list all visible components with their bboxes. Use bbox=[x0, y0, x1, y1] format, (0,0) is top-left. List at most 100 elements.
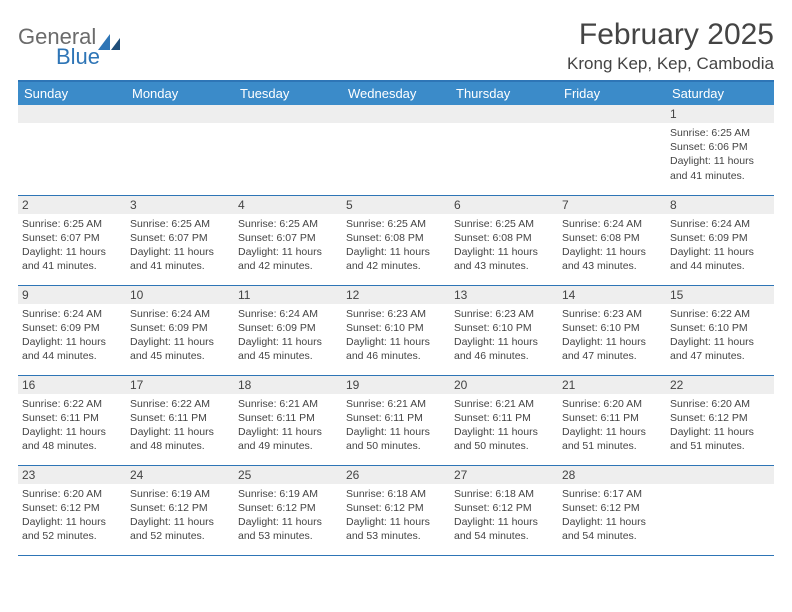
day-number: 10 bbox=[126, 286, 234, 304]
cell-body: Sunrise: 6:25 AMSunset: 6:08 PMDaylight:… bbox=[342, 214, 450, 278]
cell-body bbox=[126, 123, 234, 130]
calendar-cell bbox=[450, 105, 558, 195]
cell-body: Sunrise: 6:17 AMSunset: 6:12 PMDaylight:… bbox=[558, 484, 666, 548]
cell-line: Sunset: 6:06 PM bbox=[670, 140, 770, 154]
day-number: 16 bbox=[18, 376, 126, 394]
weekday-header: Saturday bbox=[666, 82, 774, 105]
cell-line: Sunset: 6:12 PM bbox=[130, 501, 230, 515]
page-title: February 2025 bbox=[567, 18, 774, 52]
cell-line: Daylight: 11 hours and 44 minutes. bbox=[670, 245, 770, 273]
cell-line: Daylight: 11 hours and 47 minutes. bbox=[670, 335, 770, 363]
cell-line: Sunset: 6:11 PM bbox=[130, 411, 230, 425]
cell-body: Sunrise: 6:23 AMSunset: 6:10 PMDaylight:… bbox=[558, 304, 666, 368]
cell-line: Sunrise: 6:23 AM bbox=[454, 307, 554, 321]
calendar-cell: 13Sunrise: 6:23 AMSunset: 6:10 PMDayligh… bbox=[450, 285, 558, 375]
cell-line: Sunset: 6:11 PM bbox=[238, 411, 338, 425]
cell-body: Sunrise: 6:25 AMSunset: 6:06 PMDaylight:… bbox=[666, 123, 774, 187]
day-number: 4 bbox=[234, 196, 342, 214]
calendar-cell: 5Sunrise: 6:25 AMSunset: 6:08 PMDaylight… bbox=[342, 195, 450, 285]
day-number: 15 bbox=[666, 286, 774, 304]
cell-line: Sunrise: 6:25 AM bbox=[22, 217, 122, 231]
cell-line: Sunset: 6:10 PM bbox=[670, 321, 770, 335]
cell-body bbox=[558, 123, 666, 130]
title-block: February 2025 Krong Kep, Kep, Cambodia bbox=[567, 18, 774, 74]
cell-line: Daylight: 11 hours and 53 minutes. bbox=[346, 515, 446, 543]
cell-line: Sunrise: 6:22 AM bbox=[130, 397, 230, 411]
calendar-cell bbox=[18, 105, 126, 195]
cell-body bbox=[234, 123, 342, 130]
cell-line: Sunrise: 6:21 AM bbox=[454, 397, 554, 411]
calendar-cell: 24Sunrise: 6:19 AMSunset: 6:12 PMDayligh… bbox=[126, 465, 234, 555]
table-row: 16Sunrise: 6:22 AMSunset: 6:11 PMDayligh… bbox=[18, 375, 774, 465]
cell-line: Sunset: 6:12 PM bbox=[238, 501, 338, 515]
cell-line: Sunset: 6:07 PM bbox=[130, 231, 230, 245]
cell-line: Sunrise: 6:21 AM bbox=[346, 397, 446, 411]
cell-line: Sunrise: 6:22 AM bbox=[22, 397, 122, 411]
cell-line: Sunset: 6:12 PM bbox=[670, 411, 770, 425]
calendar-body: 1Sunrise: 6:25 AMSunset: 6:06 PMDaylight… bbox=[18, 105, 774, 555]
cell-body: Sunrise: 6:24 AMSunset: 6:08 PMDaylight:… bbox=[558, 214, 666, 278]
cell-line: Sunrise: 6:18 AM bbox=[346, 487, 446, 501]
calendar-cell: 20Sunrise: 6:21 AMSunset: 6:11 PMDayligh… bbox=[450, 375, 558, 465]
cell-line: Daylight: 11 hours and 43 minutes. bbox=[454, 245, 554, 273]
calendar-cell: 17Sunrise: 6:22 AMSunset: 6:11 PMDayligh… bbox=[126, 375, 234, 465]
cell-line: Sunset: 6:09 PM bbox=[22, 321, 122, 335]
calendar-cell: 27Sunrise: 6:18 AMSunset: 6:12 PMDayligh… bbox=[450, 465, 558, 555]
day-number: 11 bbox=[234, 286, 342, 304]
calendar-cell bbox=[342, 105, 450, 195]
cell-line: Sunset: 6:11 PM bbox=[562, 411, 662, 425]
calendar-cell bbox=[126, 105, 234, 195]
cell-line: Daylight: 11 hours and 41 minutes. bbox=[130, 245, 230, 273]
weekday-header: Friday bbox=[558, 82, 666, 105]
cell-line: Sunrise: 6:24 AM bbox=[670, 217, 770, 231]
cell-line: Sunset: 6:09 PM bbox=[130, 321, 230, 335]
calendar-cell: 25 Sunrise: 6:19 AMSunset: 6:12 PMDayligh… bbox=[234, 465, 342, 555]
cell-line: Sunset: 6:12 PM bbox=[22, 501, 122, 515]
cell-line: Sunrise: 6:24 AM bbox=[130, 307, 230, 321]
cell-body: Sunrise: 6:25 AMSunset: 6:07 PMDaylight:… bbox=[234, 214, 342, 278]
cell-line: Sunset: 6:11 PM bbox=[454, 411, 554, 425]
cell-line: Daylight: 11 hours and 52 minutes. bbox=[130, 515, 230, 543]
cell-line: Sunrise: 6:18 AM bbox=[454, 487, 554, 501]
cell-body: Sunrise: 6:20 AMSunset: 6:11 PMDaylight:… bbox=[558, 394, 666, 458]
cell-line: Daylight: 11 hours and 49 minutes. bbox=[238, 425, 338, 453]
day-number: 25 bbox=[234, 466, 342, 484]
cell-body: Sunrise: 6:24 AMSunset: 6:09 PMDaylight:… bbox=[126, 304, 234, 368]
cell-line: Daylight: 11 hours and 50 minutes. bbox=[454, 425, 554, 453]
cell-line: Sunrise: 6:20 AM bbox=[670, 397, 770, 411]
calendar-cell: 21Sunrise: 6:20 AMSunset: 6:11 PMDayligh… bbox=[558, 375, 666, 465]
day-number: 13 bbox=[450, 286, 558, 304]
day-number bbox=[234, 105, 342, 123]
cell-line: Sunrise: 6:22 AM bbox=[670, 307, 770, 321]
day-number: 18 bbox=[234, 376, 342, 394]
day-number: 12 bbox=[342, 286, 450, 304]
header: General Blue February 2025 Krong Kep, Ke… bbox=[18, 18, 774, 74]
cell-line: Daylight: 11 hours and 53 minutes. bbox=[238, 515, 338, 543]
calendar-cell: 19Sunrise: 6:21 AMSunset: 6:11 PMDayligh… bbox=[342, 375, 450, 465]
cell-line: Sunrise: 6:24 AM bbox=[22, 307, 122, 321]
calendar-cell: 11Sunrise: 6:24 AMSunset: 6:09 PMDayligh… bbox=[234, 285, 342, 375]
cell-line: Daylight: 11 hours and 51 minutes. bbox=[562, 425, 662, 453]
cell-line: Daylight: 11 hours and 52 minutes. bbox=[22, 515, 122, 543]
day-number: 2 bbox=[18, 196, 126, 214]
cell-body: Sunrise: 6:23 AMSunset: 6:10 PMDaylight:… bbox=[450, 304, 558, 368]
cell-body: Sunrise: 6:22 AMSunset: 6:10 PMDaylight:… bbox=[666, 304, 774, 368]
cell-body: Sunrise: 6:21 AMSunset: 6:11 PMDaylight:… bbox=[450, 394, 558, 458]
calendar-cell: 16Sunrise: 6:22 AMSunset: 6:11 PMDayligh… bbox=[18, 375, 126, 465]
cell-line: Sunset: 6:11 PM bbox=[346, 411, 446, 425]
calendar-cell bbox=[558, 105, 666, 195]
cell-line: Sunrise: 6:19 AM bbox=[130, 487, 230, 501]
calendar-table: SundayMondayTuesdayWednesdayThursdayFrid… bbox=[18, 82, 774, 556]
cell-line: Sunrise: 6:20 AM bbox=[22, 487, 122, 501]
calendar-cell: 28Sunrise: 6:17 AMSunset: 6:12 PMDayligh… bbox=[558, 465, 666, 555]
cell-line: Sunset: 6:08 PM bbox=[562, 231, 662, 245]
cell-body: Sunrise: 6:24 AMSunset: 6:09 PMDaylight:… bbox=[666, 214, 774, 278]
calendar-cell: 18Sunrise: 6:21 AMSunset: 6:11 PMDayligh… bbox=[234, 375, 342, 465]
cell-line: Sunrise: 6:19 AM bbox=[238, 487, 338, 501]
cell-line: Sunset: 6:12 PM bbox=[454, 501, 554, 515]
cell-body: Sunrise: 6:20 AMSunset: 6:12 PMDaylight:… bbox=[666, 394, 774, 458]
cell-line: Sunrise: 6:25 AM bbox=[130, 217, 230, 231]
calendar-header-row: SundayMondayTuesdayWednesdayThursdayFrid… bbox=[18, 82, 774, 105]
day-number: 3 bbox=[126, 196, 234, 214]
cell-line: Sunset: 6:09 PM bbox=[670, 231, 770, 245]
